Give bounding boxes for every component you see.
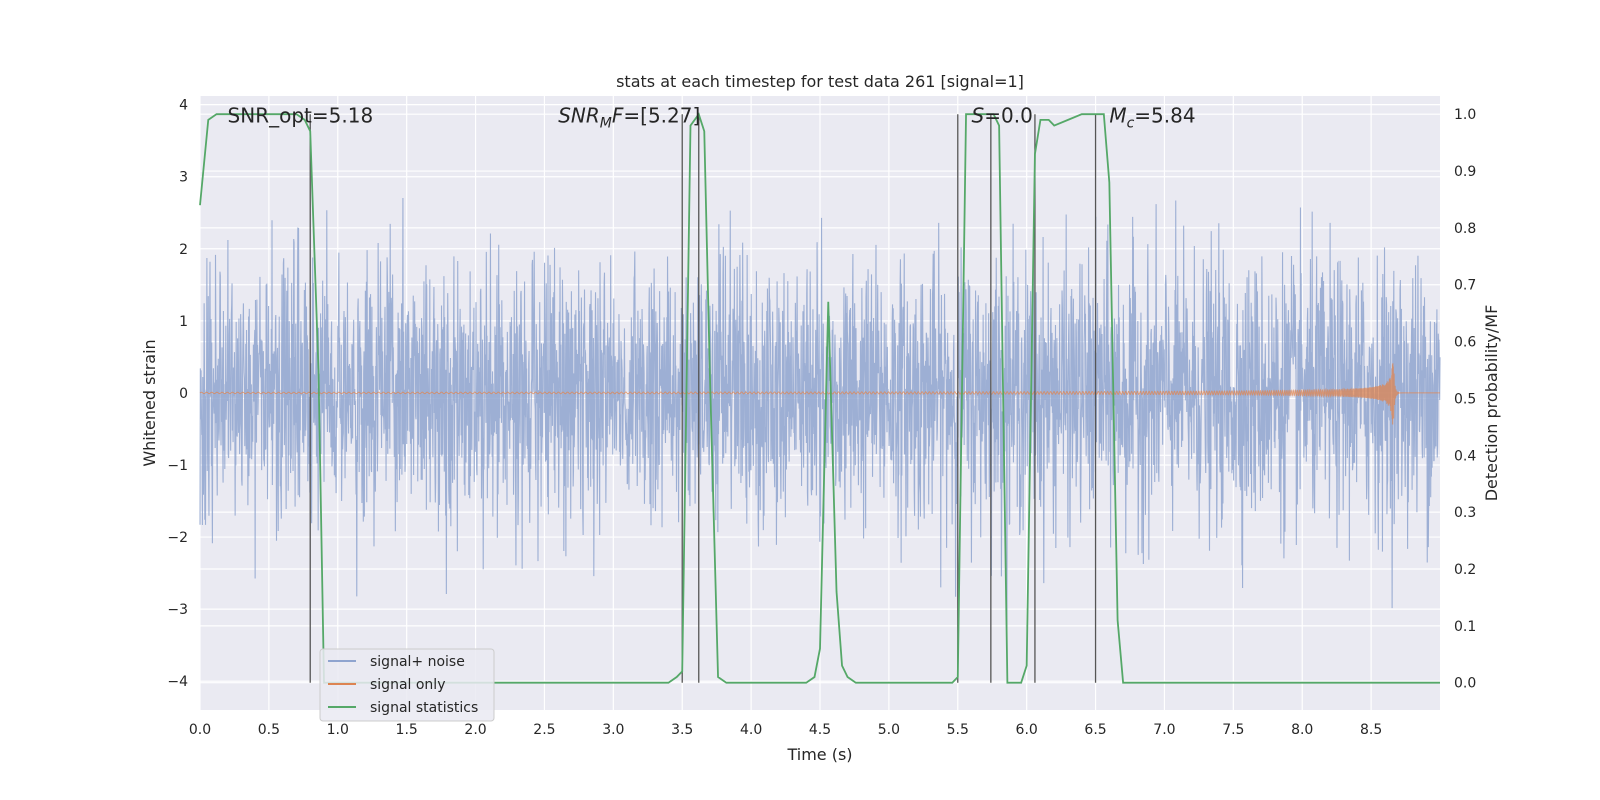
signal-noise-line: [199, 197, 1441, 637]
y-left-tick-label: 4: [179, 98, 188, 114]
legend-label-signal-statistics: signal statistics: [370, 700, 478, 716]
annotations: SNR_opt=5.18 SNRMF=[5.27] S=0.0 Mc=5.84: [228, 103, 1196, 131]
x-tick-label: 7.5: [1222, 722, 1244, 738]
x-tick-label: 7.0: [1153, 722, 1175, 738]
tick-labels: 0.0 0.5 1.0 1.5 2.0 2.5 3.0 3.5 4.0 4.5 5.0 5.5 6.0 6…: [167, 98, 1476, 738]
x-tick-label: 0.5: [258, 722, 280, 738]
x-tick-label: 2.5: [533, 722, 555, 738]
x-tick-label: 5.5: [947, 722, 969, 738]
y-left-tick-label: −1: [167, 458, 188, 474]
x-axis-label: Time (s): [786, 745, 852, 764]
legend-box: [319, 648, 495, 722]
y-left-tick-label: 0: [179, 386, 188, 402]
y-left-tick-label: 2: [179, 242, 188, 258]
y-right-tick-label: 0.5: [1454, 391, 1476, 407]
vertical-lines: [309, 114, 1097, 683]
x-tick-label: 6.5: [1084, 722, 1106, 738]
y-right-tick-label: 0.9: [1454, 164, 1476, 180]
legend-label-signal-only: signal only: [370, 677, 445, 693]
y-right-tick-label: 0.3: [1454, 505, 1476, 521]
annotation: S=0.0: [972, 103, 1033, 127]
series-signal-statistics: [199, 112, 1440, 684]
y-right-tick-label: 0.2: [1454, 562, 1476, 578]
x-tick-label: 1.0: [327, 722, 349, 738]
series-signal-only: [199, 363, 1440, 425]
y-right-tick-label: 0.6: [1454, 335, 1476, 351]
chart-title: stats at each timestep for test data 261…: [616, 72, 1024, 91]
y-left-tick-label: −2: [167, 530, 188, 546]
x-tick-label: 8.5: [1360, 722, 1382, 738]
x-tick-label: 5.0: [878, 722, 900, 738]
y-right-tick-label: 0.8: [1454, 221, 1476, 237]
y-right-tick-label: 0.4: [1454, 448, 1476, 464]
x-tick-label: 4.5: [809, 722, 831, 738]
y-left-tick-label: 3: [179, 170, 188, 186]
y-left-tick-label: 1: [179, 314, 188, 330]
series-signal-noise: [199, 197, 1441, 637]
x-tick-label: 0.0: [189, 722, 211, 738]
x-tick-label: 8.0: [1291, 722, 1313, 738]
legend: signal+ noise signal only signal statist…: [319, 648, 495, 722]
x-tick-label: 3.0: [602, 722, 624, 738]
x-tick-label: 3.5: [671, 722, 693, 738]
annotation: Mc=5.84: [1109, 103, 1195, 131]
y-right-tick-label: 1.0: [1454, 107, 1476, 123]
x-tick-label: 4.0: [740, 722, 762, 738]
y-right-tick-label: 0.0: [1454, 676, 1476, 692]
annotation: SNR_opt=5.18: [228, 103, 374, 127]
signal-statistics-line: [199, 112, 1440, 684]
annotation: SNRMF=[5.27]: [558, 103, 700, 131]
y-axis-label-right: Detection probability/MF: [1482, 305, 1501, 502]
x-tick-label: 6.0: [1016, 722, 1038, 738]
signal-only-line: [199, 363, 1440, 425]
y-left-tick-label: −3: [167, 602, 188, 618]
x-tick-label: 2.0: [464, 722, 486, 738]
y-right-tick-label: 0.1: [1454, 619, 1476, 635]
y-axis-label-left: Whitened strain: [140, 339, 159, 466]
x-tick-label: 1.5: [396, 722, 418, 738]
y-left-tick-label: −4: [167, 674, 188, 690]
y-right-tick-label: 0.7: [1454, 278, 1476, 294]
legend-label-signal-noise: signal+ noise: [370, 654, 465, 670]
